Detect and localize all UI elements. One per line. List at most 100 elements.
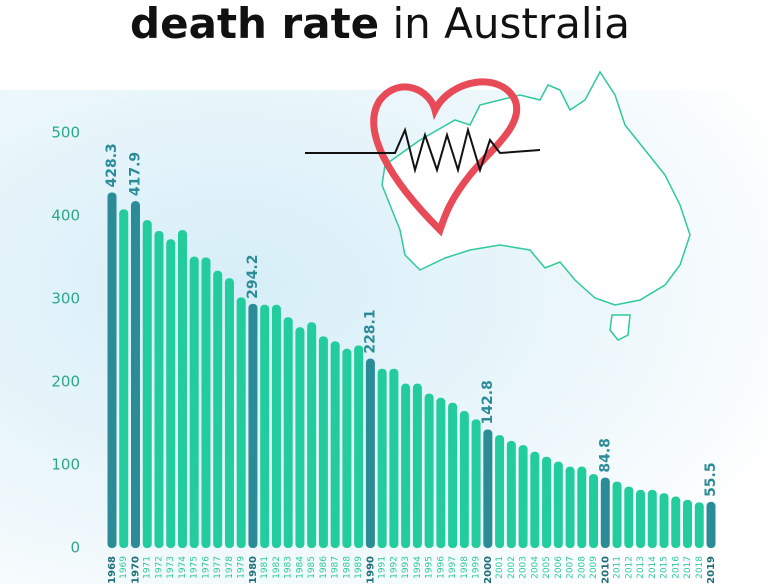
y-tick-label: 300 (51, 290, 80, 308)
bar (612, 481, 622, 548)
y-tick-label: 500 (51, 124, 80, 142)
bar (224, 278, 234, 548)
x-tick-label: 2007 (566, 556, 576, 579)
x-tick-label: 1991 (378, 556, 388, 579)
bar (130, 201, 140, 548)
data-label: 228.1 (362, 309, 378, 353)
x-tick-label: 1970 (130, 556, 141, 584)
x-tick-label: 2009 (589, 556, 599, 579)
x-tick-label: 1988 (342, 556, 352, 579)
x-tick-label: 2005 (542, 556, 552, 579)
x-tick-label: 1986 (319, 556, 329, 579)
x-tick-label: 1969 (119, 556, 129, 579)
x-tick-label: 1975 (190, 556, 200, 579)
x-tick-label: 1984 (295, 556, 305, 579)
bar (189, 256, 199, 548)
x-tick-label: 2000 (483, 556, 494, 584)
x-tick-label: 2011 (613, 556, 623, 579)
x-tick-label: 1996 (436, 556, 446, 579)
bar (647, 489, 657, 548)
bar (600, 477, 610, 548)
x-tick-label: 1971 (143, 556, 153, 579)
bar (683, 499, 693, 548)
bar (142, 220, 152, 548)
australia-map (381, 70, 691, 341)
y-tick-label: 0 (70, 539, 80, 557)
bar (107, 192, 117, 549)
bar (213, 270, 223, 548)
bar (354, 345, 364, 548)
x-tick-label: 2002 (507, 556, 517, 579)
bar (694, 502, 704, 548)
bar (412, 383, 422, 548)
x-tick-label: 2003 (519, 556, 529, 579)
data-label: 84.8 (597, 438, 613, 473)
bar (295, 327, 305, 548)
x-tick-label: 1994 (413, 556, 423, 579)
x-tick-label: 1987 (331, 556, 341, 579)
x-tick-label: 2008 (577, 556, 587, 579)
y-tick-label: 200 (51, 373, 80, 391)
x-tick-label: 1997 (448, 556, 458, 579)
x-tick-label: 1985 (307, 556, 317, 579)
bar (589, 474, 599, 548)
bar (401, 383, 411, 548)
x-tick-label: 1998 (460, 556, 470, 579)
title-bold: death rate (130, 0, 379, 48)
x-tick-label: 1968 (107, 556, 118, 584)
x-tick-label: 1977 (213, 556, 223, 579)
bar (659, 493, 669, 548)
bar (436, 397, 446, 548)
bar (166, 239, 176, 549)
bar (330, 341, 340, 548)
x-tick-label: 2019 (706, 556, 717, 584)
x-tick-label: 1990 (365, 556, 376, 584)
bar (577, 466, 587, 548)
data-label: 55.5 (703, 462, 719, 497)
y-tick-label: 100 (51, 456, 80, 474)
bar (389, 368, 399, 548)
title-rest: in Australia (393, 0, 630, 48)
bar (448, 402, 458, 548)
bar (119, 209, 129, 549)
heartbeat-line (305, 126, 541, 174)
x-tick-label: 2001 (495, 556, 505, 579)
x-tick-label: 1979 (237, 556, 247, 579)
bar (177, 230, 187, 549)
x-tick-label: 1981 (260, 556, 270, 579)
x-tick-label: 1978 (225, 556, 235, 579)
bar (236, 297, 246, 548)
data-label: 428.3 (104, 143, 120, 187)
bar (459, 411, 469, 548)
bar (377, 368, 387, 548)
bar (542, 456, 552, 548)
bar (706, 501, 716, 548)
bar (671, 496, 681, 548)
bar (307, 322, 317, 548)
x-tick-label: 1992 (389, 556, 399, 579)
x-tick-label: 1999 (472, 556, 482, 579)
chart-title: death rate in Australia (130, 0, 630, 48)
x-tick-label: 2018 (695, 556, 705, 579)
bar (565, 466, 575, 548)
bar (271, 304, 281, 548)
y-tick-label: 400 (51, 207, 80, 225)
bar (424, 393, 434, 548)
x-tick-label: 1993 (401, 556, 411, 579)
bar (624, 486, 634, 548)
bar (518, 445, 528, 548)
x-tick-label: 2016 (671, 556, 681, 579)
x-tick-label: 1989 (354, 556, 364, 579)
bar (248, 303, 258, 548)
x-tick-label: 1982 (272, 556, 282, 579)
x-tick-label: 1983 (284, 556, 294, 579)
heart-icon (370, 78, 521, 237)
x-tick-label: 2014 (648, 556, 658, 579)
x-tick-label: 2004 (530, 556, 540, 579)
x-tick-label: 2013 (636, 556, 646, 579)
data-label: 294.2 (245, 255, 261, 299)
x-tick-label: 2006 (554, 556, 564, 579)
bar (553, 461, 563, 548)
bar (318, 336, 328, 548)
